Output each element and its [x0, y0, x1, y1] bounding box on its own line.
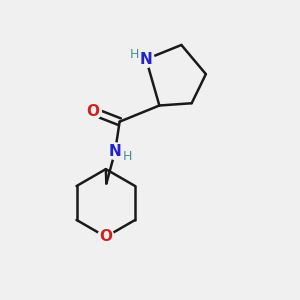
Circle shape: [138, 51, 154, 68]
Circle shape: [85, 103, 101, 120]
Text: N: N: [140, 52, 152, 67]
Text: H: H: [130, 48, 140, 61]
Circle shape: [107, 143, 123, 159]
Text: H: H: [123, 150, 132, 163]
Text: N: N: [109, 144, 122, 159]
Circle shape: [98, 229, 114, 245]
Text: O: O: [87, 104, 100, 119]
Text: O: O: [99, 230, 112, 244]
